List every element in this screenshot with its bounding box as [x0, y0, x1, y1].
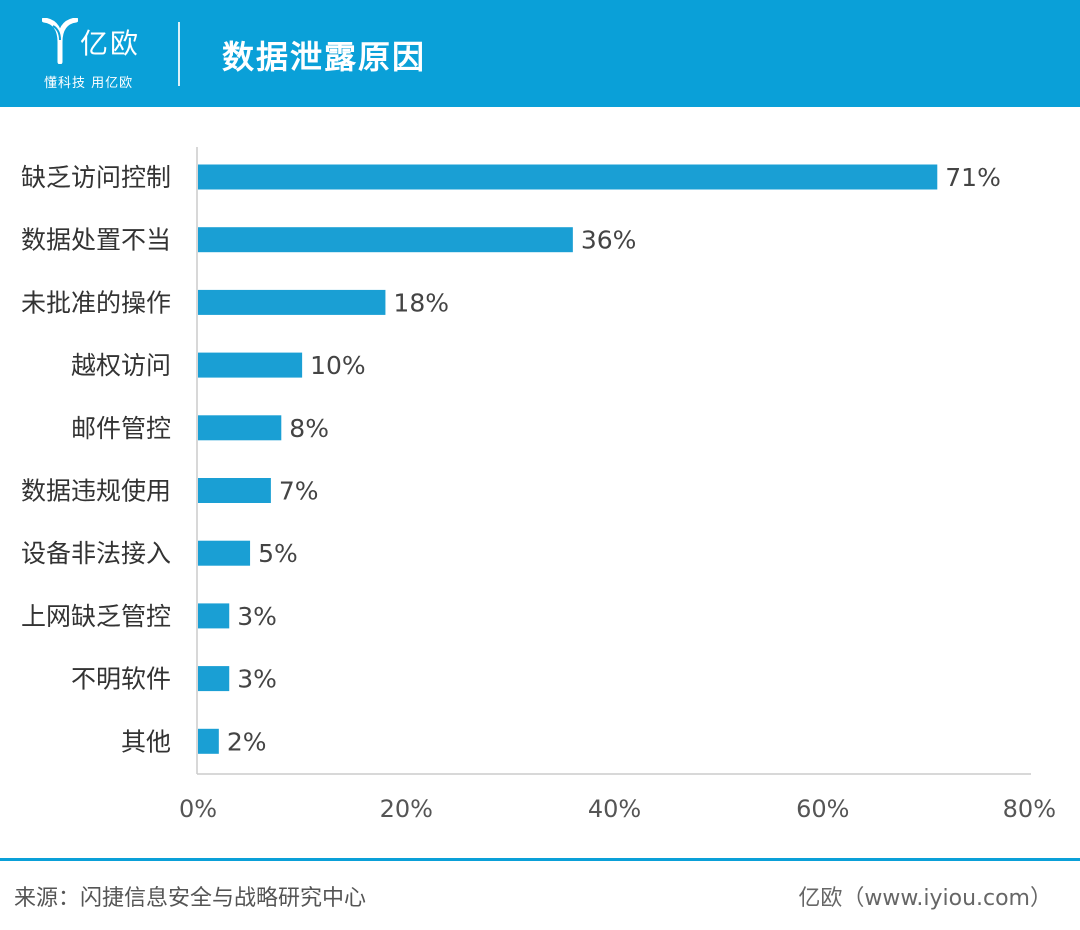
logo-slogan: 懂科技 用亿欧	[44, 76, 134, 91]
page-title: 数据泄露原因	[222, 38, 427, 76]
category-label: 其他	[121, 727, 171, 756]
value-label: 8%	[289, 414, 329, 443]
value-label: 36%	[581, 226, 637, 255]
bar-chart: 缺乏访问控制 71% 数据处置不当 36% 未批准的操作 18% 越权访问 10% 邮件管控 8%…	[21, 147, 1056, 823]
bar	[198, 478, 271, 503]
category-label: 上网缺乏管控	[21, 602, 171, 631]
category-label: 不明软件	[71, 665, 171, 694]
value-label: 2%	[227, 727, 267, 756]
header-divider	[178, 22, 180, 86]
value-label: 7%	[279, 477, 319, 506]
logo-name: 亿欧	[80, 27, 141, 60]
x-tick-label: 40%	[588, 795, 641, 823]
value-label: 3%	[237, 665, 277, 694]
bar	[198, 352, 303, 378]
bar	[198, 666, 230, 692]
x-tick-label: 80%	[1003, 795, 1056, 823]
brand-credit: 亿欧（www.iyiou.com）	[798, 886, 1052, 911]
value-label: 71%	[945, 163, 1001, 192]
x-tick-label: 60%	[796, 795, 849, 823]
value-label: 3%	[237, 602, 277, 631]
category-label: 缺乏访问控制	[21, 163, 171, 192]
footer-divider	[0, 858, 1080, 861]
bar	[198, 227, 573, 253]
bar	[198, 728, 219, 754]
source-note: 来源：闪捷信息安全与战略研究中心	[14, 886, 367, 911]
category-label: 数据违规使用	[21, 477, 171, 506]
bar	[198, 289, 386, 315]
category-label: 设备非法接入	[21, 539, 171, 568]
header-banner: 亿欧 懂科技 用亿欧 数据泄露原因	[0, 0, 1080, 107]
category-label: 数据处置不当	[21, 226, 171, 255]
category-label: 邮件管控	[71, 414, 171, 443]
category-label: 未批准的操作	[21, 288, 171, 317]
value-label: 5%	[258, 539, 298, 568]
bar	[198, 540, 251, 566]
value-label: 18%	[393, 288, 449, 317]
category-label: 越权访问	[71, 351, 171, 380]
iyiou-logo: 亿欧 懂科技 用亿欧	[42, 18, 152, 91]
value-label: 10%	[310, 351, 366, 380]
bar	[198, 603, 230, 629]
iyiou-logo-icon	[42, 18, 78, 64]
bar	[198, 415, 282, 441]
x-tick-label: 0%	[179, 795, 217, 823]
bar	[198, 164, 938, 190]
x-tick-label: 20%	[380, 795, 433, 823]
